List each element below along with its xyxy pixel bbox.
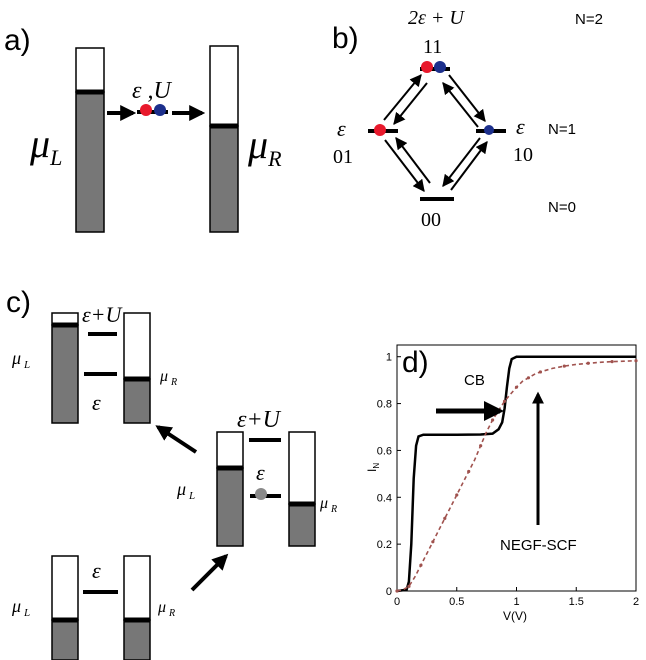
chart-plot-area	[396, 344, 637, 592]
lower-right-contact	[123, 619, 151, 660]
state-11-blue-electron	[434, 61, 446, 73]
negf-label: NEGF-SCF	[500, 537, 577, 554]
x-tick-label: 1.5	[569, 596, 584, 608]
state-10-electron	[484, 125, 494, 135]
y-tick-label: 0.6	[377, 445, 392, 457]
level-label: ε ,U	[132, 78, 172, 104]
y-tick-label: 0.8	[377, 399, 392, 411]
series-point	[562, 364, 566, 368]
panel-d: 0 0.5 1 1.5 2 00.20.40.60.81 d) CB NEGF-SCF …	[365, 344, 639, 623]
chart-x-axis: 0 0.5 1 1.5 2	[394, 587, 639, 608]
series-point	[455, 493, 459, 497]
lower-eps-label: ε	[92, 558, 101, 583]
y-axis-label: IN	[365, 463, 381, 472]
arrow-11-to-01	[393, 82, 428, 125]
arrow-lower-to-middle	[190, 553, 229, 592]
series-point	[431, 540, 435, 544]
energy-top-label: 2ε + U	[408, 7, 465, 29]
series-point	[610, 360, 614, 364]
arrow-01-to-00	[384, 139, 425, 192]
series-point	[467, 469, 471, 474]
series-point	[634, 359, 638, 363]
upper-eps-label: ε	[92, 390, 101, 415]
series-point	[526, 376, 531, 380]
series-point	[491, 418, 495, 422]
upper-eps-u-label: ε+U	[82, 302, 124, 327]
series-point	[479, 444, 483, 448]
panel-d-label: d)	[402, 346, 429, 379]
y-tick-label: 0.4	[377, 492, 392, 504]
upper-right-contact	[123, 378, 151, 424]
electron-blue	[154, 104, 166, 116]
right-contact-filled	[209, 125, 239, 233]
series-point	[419, 563, 423, 567]
mu-left: μL	[29, 121, 62, 170]
lower-left-contact	[51, 619, 79, 660]
middle-electron	[255, 488, 267, 500]
middle-eps-label: ε	[256, 460, 265, 485]
state-00-label: 00	[421, 209, 441, 231]
panel-a: a) ε ,U μL μR	[4, 24, 282, 233]
panel-c-label: c)	[6, 286, 31, 319]
panel-b-label: b)	[332, 22, 359, 55]
state-01-label: 01	[333, 146, 353, 168]
middle-eps-u-label: ε+U	[237, 407, 282, 433]
x-tick-label: 0	[394, 596, 400, 608]
series-point	[538, 370, 543, 374]
cb-label: CB	[464, 372, 485, 389]
arrow-10-to-00	[442, 137, 481, 187]
arrow-00-to-01	[395, 137, 431, 184]
series-point	[407, 584, 411, 588]
y-tick-label: 1	[386, 352, 392, 364]
x-tick-label: 1	[513, 596, 519, 608]
series-point	[443, 516, 447, 520]
n2-label: N=2	[575, 11, 603, 28]
middle-right-contact	[288, 503, 316, 547]
x-axis-label: V(V)	[503, 609, 527, 623]
left-contact-filled	[75, 91, 105, 233]
panel-b: b) 2ε + U 11 ε 01 ε 10 00 N=2 N=1 N=0	[332, 7, 603, 231]
state-10-label: 10	[513, 144, 533, 166]
n1-label: N=1	[548, 121, 576, 138]
arrow-11-to-10	[448, 74, 486, 122]
x-tick-label: 0.5	[449, 596, 464, 608]
upper-left-contact	[51, 324, 79, 424]
arrow-10-to-11	[442, 82, 479, 128]
state-11-red-electron	[421, 61, 433, 73]
arrow-middle-to-upper	[155, 425, 198, 454]
state-11-label: 11	[423, 36, 442, 58]
series-point	[395, 589, 399, 593]
arrow-00-to-10	[450, 141, 488, 191]
series-point	[502, 399, 507, 403]
middle-left-contact	[216, 467, 244, 547]
y-tick-label: 0	[386, 586, 392, 598]
panel-a-label: a)	[4, 24, 31, 57]
right-contact-empty	[209, 45, 239, 127]
electron-red	[140, 104, 152, 116]
arrow-01-to-11	[383, 74, 422, 121]
y-tick-label: 0.2	[377, 539, 392, 551]
series-point	[514, 385, 519, 389]
energy-left-label: ε	[337, 116, 346, 141]
n0-label: N=0	[548, 199, 576, 216]
mu-right: μR	[247, 122, 282, 171]
x-tick-label: 2	[633, 596, 639, 608]
energy-right-label: ε	[516, 114, 525, 139]
state-01-electron	[374, 124, 386, 136]
series-point	[586, 361, 590, 365]
series-line-cb	[396, 355, 636, 593]
left-contact-empty	[75, 47, 105, 93]
